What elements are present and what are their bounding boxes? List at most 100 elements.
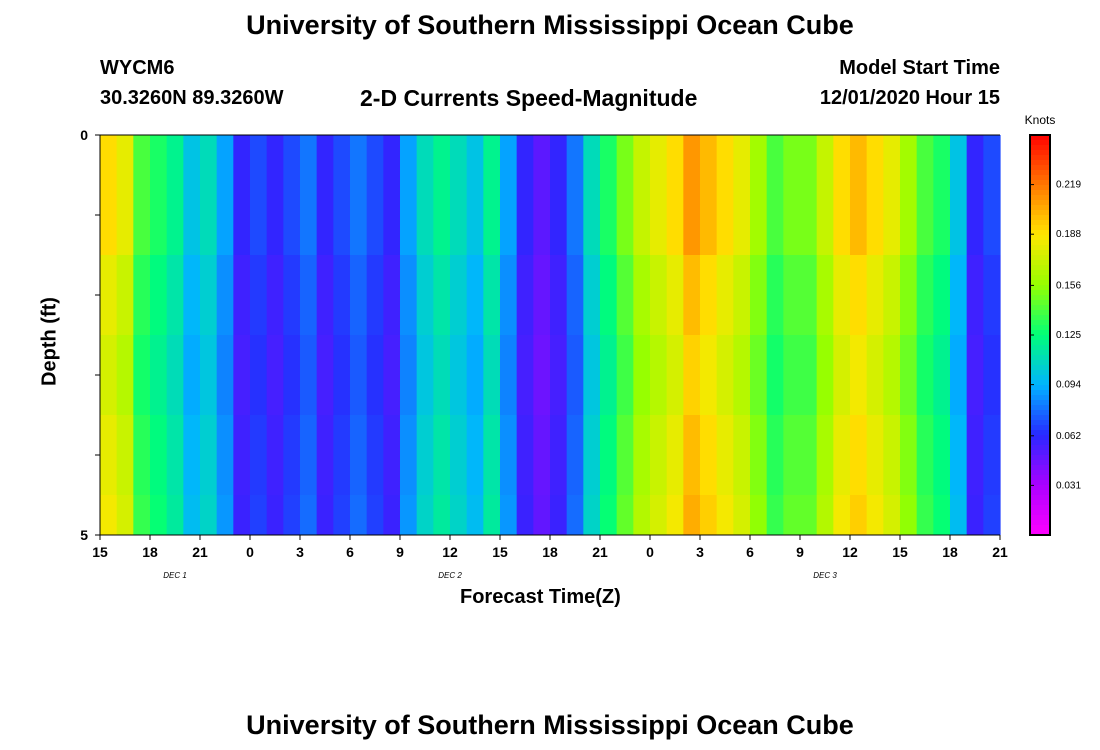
heatmap-cell: [666, 335, 684, 415]
heatmap-cell: [350, 495, 368, 535]
x-tick-label: 12: [842, 544, 858, 560]
heatmap-cell: [850, 135, 868, 175]
heatmap-cell: [166, 175, 184, 255]
heatmap-cell: [733, 415, 751, 495]
heatmap-cell: [633, 135, 651, 175]
colorbar-segment: [1030, 435, 1050, 441]
heatmap-cell: [783, 495, 801, 535]
heatmap-cell: [866, 135, 884, 175]
colorbar-segment: [1030, 465, 1050, 471]
model-start-value: 12/01/2020 Hour 15: [819, 87, 1000, 109]
heatmap-cell: [666, 255, 684, 335]
colorbar-segment: [1030, 225, 1050, 231]
colorbar-segment: [1030, 220, 1050, 226]
colorbar-segment: [1030, 160, 1050, 166]
heatmap-cell: [283, 415, 301, 495]
heatmap-cell: [133, 495, 151, 535]
heatmap-cell: [616, 255, 634, 335]
heatmap-cell: [250, 175, 268, 255]
x-axis-title: Forecast Time(Z): [460, 586, 621, 608]
x-day-label: DEC 2: [438, 571, 462, 580]
heatmap-cell: [366, 135, 384, 175]
heatmap-cell: [600, 255, 618, 335]
heatmap-cell: [166, 135, 184, 175]
heatmap-cell: [416, 495, 434, 535]
heatmap-cell: [200, 135, 218, 175]
heatmap-cell: [883, 495, 901, 535]
heatmap-cell: [100, 335, 118, 415]
colorbar-segment: [1030, 315, 1050, 321]
heatmap-cell: [433, 335, 451, 415]
heatmap-cell: [183, 175, 201, 255]
heatmap-cell: [766, 175, 784, 255]
heatmap-cell: [683, 135, 701, 175]
heatmap-cell: [633, 495, 651, 535]
colorbar-segment: [1030, 205, 1050, 211]
heatmap-cell: [233, 255, 251, 335]
heatmap-cell: [150, 255, 168, 335]
colorbar-segment: [1030, 490, 1050, 496]
heatmap-cell: [283, 135, 301, 175]
heatmap-cell: [700, 175, 718, 255]
colorbar-segment: [1030, 260, 1050, 266]
colorbar-tick-label: 0.031: [1056, 480, 1081, 491]
heatmap-cell: [550, 135, 568, 175]
heatmap-cell: [133, 335, 151, 415]
heatmap-cell: [900, 495, 918, 535]
heatmap-cell: [316, 415, 334, 495]
x-tick-label: 18: [142, 544, 158, 560]
heatmap-cell: [366, 495, 384, 535]
heatmap-cell: [683, 335, 701, 415]
heatmap-cell: [233, 335, 251, 415]
heatmap-cell: [716, 335, 734, 415]
heatmap-cell: [733, 335, 751, 415]
heatmap-cell: [600, 175, 618, 255]
heatmap-cell: [983, 415, 1001, 495]
colorbar-segment: [1030, 150, 1050, 156]
heatmap-cell: [166, 415, 184, 495]
heatmap-cell: [100, 255, 118, 335]
heatmap-cell: [133, 255, 151, 335]
heatmap-cell: [433, 495, 451, 535]
heatmap-cell: [850, 335, 868, 415]
colorbar-segment: [1030, 180, 1050, 186]
heatmap-cell: [250, 135, 268, 175]
colorbar-segment: [1030, 355, 1050, 361]
heatmap-cell: [216, 135, 234, 175]
heatmap-cell: [700, 415, 718, 495]
heatmap-cell: [433, 135, 451, 175]
heatmap-cell: [733, 495, 751, 535]
heatmap-cell: [600, 495, 618, 535]
heatmap-cell: [150, 175, 168, 255]
colorbar-segment: [1030, 485, 1050, 491]
heatmap-cell: [600, 415, 618, 495]
heatmap-cell: [350, 335, 368, 415]
heatmap-cell: [200, 495, 218, 535]
heatmap-cell: [516, 335, 534, 415]
heatmap-cell: [750, 135, 768, 175]
heatmap-cell: [533, 415, 551, 495]
product-title: 2-D Currents Speed-Magnitude: [360, 85, 698, 111]
heatmap-cell: [150, 495, 168, 535]
heatmap-cell: [416, 335, 434, 415]
colorbar-segment: [1030, 325, 1050, 331]
heatmap-cell: [466, 175, 484, 255]
colorbar-segment: [1030, 480, 1050, 486]
heatmap-cell: [733, 135, 751, 175]
heatmap-cell: [800, 135, 818, 175]
heatmap-cell: [816, 255, 834, 335]
colorbar-segment: [1030, 515, 1050, 521]
colorbar-segment: [1030, 215, 1050, 221]
x-tick-label: 3: [296, 544, 304, 560]
heatmap-cell: [616, 175, 634, 255]
heatmap-cell: [850, 255, 868, 335]
heatmap-cell: [966, 335, 984, 415]
page-footer-title: University of Southern Mississippi Ocean…: [246, 710, 854, 740]
heatmap-cell: [366, 255, 384, 335]
colorbar-unit-label: Knots: [1024, 113, 1056, 127]
heatmap-cell: [616, 495, 634, 535]
heatmap-cell: [316, 495, 334, 535]
heatmap-cell: [233, 495, 251, 535]
heatmap-cell: [466, 415, 484, 495]
heatmap-cell: [833, 335, 851, 415]
